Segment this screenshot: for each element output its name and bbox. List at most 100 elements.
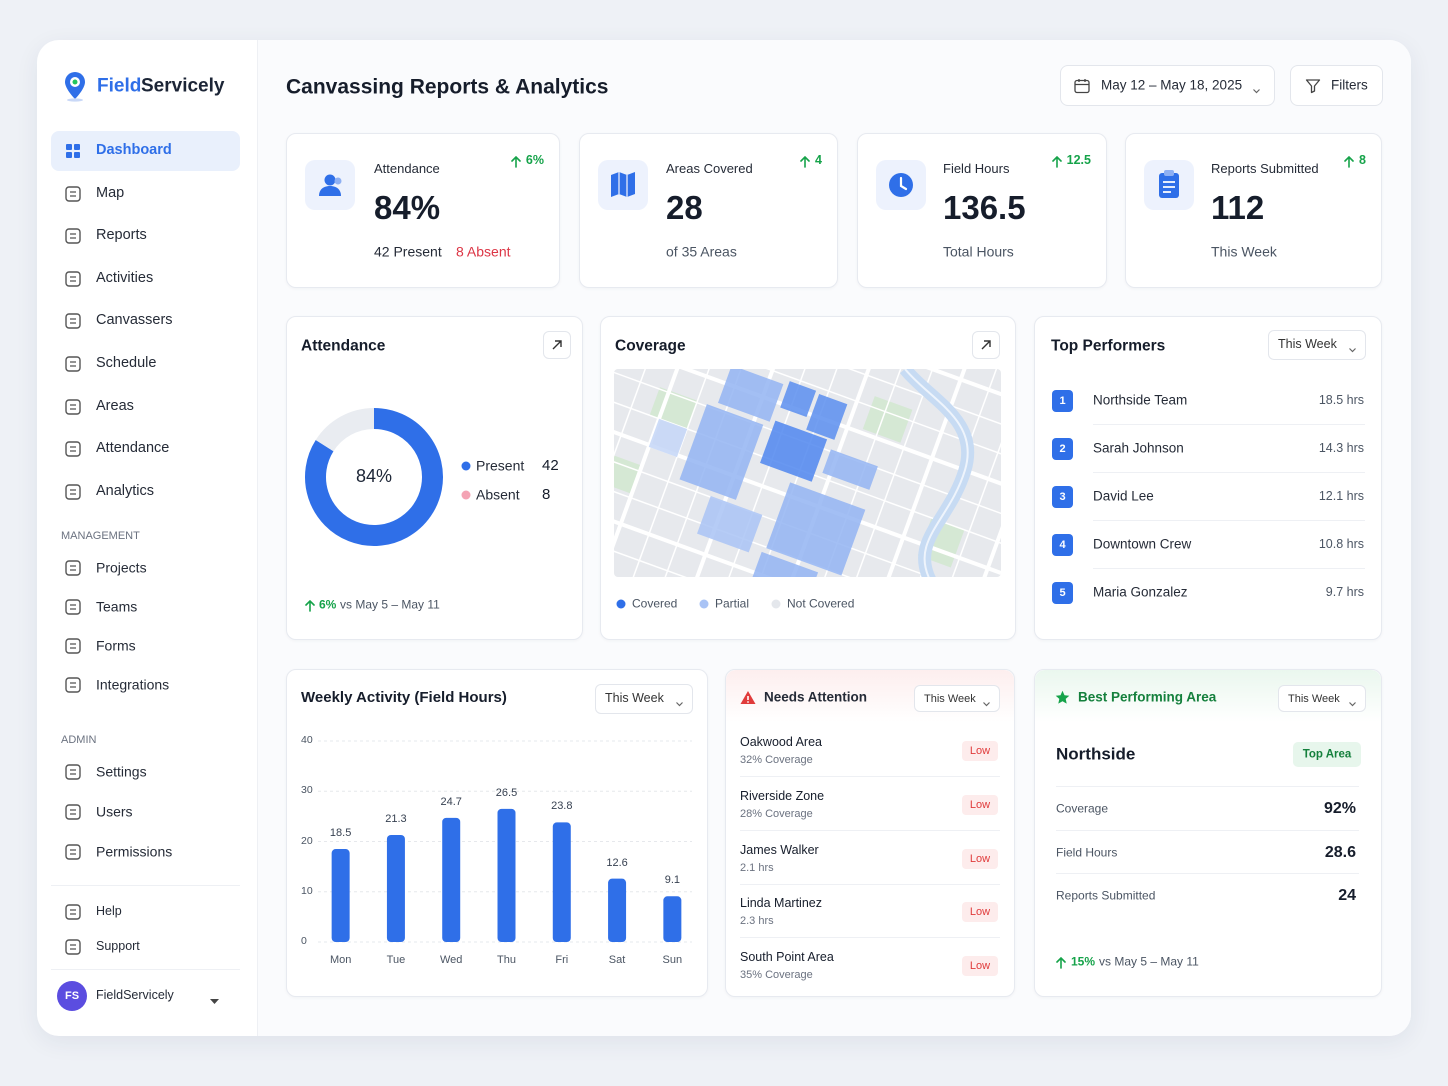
nav-icon [64,355,82,373]
legend-label: Partial [715,596,750,611]
rank-number: 2 [1059,442,1066,455]
nav-item[interactable]: Analytics [96,482,155,499]
kpi-card [1125,133,1382,288]
up-arrow-icon [511,155,521,168]
expand-button[interactable] [972,331,1000,359]
status-badge [962,902,998,923]
nav-item[interactable]: Users [96,803,133,820]
nav-item[interactable]: Help [96,904,122,919]
dropdown[interactable] [1278,685,1366,712]
data-label: 21.3 [385,812,407,825]
y-tick-label: 10 [301,884,313,897]
dropdown[interactable] [595,684,693,714]
status-badge [962,741,998,761]
rank-badge [1052,582,1073,604]
nav-icon [64,398,82,416]
nav-icon [64,270,82,288]
area-name: Northside [1056,744,1136,764]
nav-icon [64,803,82,821]
user-name[interactable]: FieldServicely [96,988,174,1003]
data-label: 9.1 [664,874,680,887]
status-label: Low [969,798,991,811]
performer-hours: 10.8 hrs [1318,537,1364,552]
chart-title: Attendance [301,337,386,355]
row-separator [1056,873,1359,874]
metric-value: 28.6 [1324,843,1356,861]
nav-icon [64,843,82,861]
sidebar-divider [257,40,258,1036]
performer-name: Northside Team [1093,392,1188,408]
rank-number: 5 [1059,586,1066,599]
user-initials: FS [64,989,80,1002]
up-arrow-icon [800,155,810,168]
y-tick-label: 40 [301,734,313,747]
status-label: Low [969,906,991,919]
dropdown[interactable] [1268,330,1366,360]
attention-detail: 28% Coverage [740,807,813,820]
kpi-icon [598,160,648,210]
nav-icon [64,440,82,458]
top-area-badge [1293,742,1361,767]
nav-item[interactable]: Areas [96,397,134,414]
chevron-icon [1348,695,1357,706]
sidebar-separator [51,885,240,886]
status-label: Low [969,744,991,757]
kpi-icon [305,160,355,210]
filters-button[interactable] [1290,65,1383,106]
nav-item[interactable]: Attendance [96,440,170,457]
card-title: Best Performing Area [1078,689,1217,705]
nav-item[interactable]: Reports [96,227,147,244]
kpi-change: 4 [815,153,822,168]
nav-item[interactable]: Activities [96,269,154,286]
kpi-detail: 42 Present [374,243,442,260]
nav-item[interactable]: Forms [96,637,136,654]
star-icon [1055,690,1070,705]
comparison-change: 15% [1071,954,1096,969]
performer-name: Sarah Johnson [1093,440,1184,456]
kpi-card [857,133,1107,288]
x-tick-label: Thu [497,953,516,966]
kpi-detail: of 35 Areas [666,243,737,260]
nav-icon [64,312,82,330]
x-tick-label: Tue [386,953,406,966]
y-tick-label: 30 [301,784,313,797]
nav-item[interactable]: Projects [96,559,147,576]
comparison-change: 6% [319,597,337,612]
donut-center-label: 84% [355,466,393,487]
metric-label: Reports Submitted [1056,888,1156,903]
nav-section-heading: MANAGEMENT [61,529,140,542]
nav-item[interactable]: Integrations [96,676,170,693]
best-area-card [1034,669,1382,997]
nav-item[interactable]: Canvassers [96,312,173,329]
nav-item[interactable]: Schedule [96,355,157,372]
attention-detail: 35% Coverage [740,969,813,982]
legend-value: 8 [542,485,551,503]
kpi-change: 12.5 [1066,153,1091,168]
nav-item[interactable]: Settings [96,763,147,780]
kpi-detail: This Week [1211,243,1277,260]
nav-item[interactable]: Permissions [96,843,173,860]
row-separator [1056,829,1359,831]
nav-item[interactable]: Teams [96,598,138,615]
row-separator [1093,520,1365,521]
card-title: Needs Attention [764,689,868,705]
nav-icon [64,559,82,577]
x-tick-label: Wed [439,953,463,966]
kpi-label: Reports Submitted [1211,160,1319,176]
performer-hours: 9.7 hrs [1325,585,1364,600]
nav-item[interactable]: Map [96,184,125,201]
performer-name: David Lee [1093,488,1154,504]
nav-item[interactable]: Dashboard [96,142,172,159]
dropdown[interactable] [914,685,1000,712]
nav-item[interactable]: Support [96,938,140,953]
top-performers-card [1034,316,1382,640]
date-range-button[interactable] [1060,65,1275,106]
nav-icon [64,142,82,160]
attention-detail: 2.1 hrs [740,861,774,874]
nav-icon [64,227,82,245]
performer-hours: 14.3 hrs [1318,441,1364,456]
user-menu-caret[interactable] [210,992,219,1004]
legend-value: 42 [542,456,559,474]
performer-name: Downtown Crew [1093,536,1192,552]
attention-name: Linda Martinez [740,896,822,911]
